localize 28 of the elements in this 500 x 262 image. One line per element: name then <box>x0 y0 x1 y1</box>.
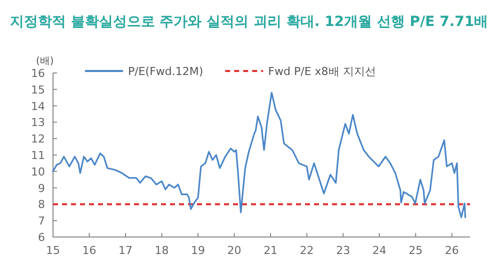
legend-label: P/E(Fwd.12M) <box>128 65 204 78</box>
y-tick-label: 9 <box>38 182 45 195</box>
x-tick-label: 26 <box>444 244 459 257</box>
y-tick-label: 8 <box>38 198 45 212</box>
x-tick-label: 20 <box>227 244 242 257</box>
y-tick-label: 12 <box>31 132 45 146</box>
y-tick-label: 6 <box>38 231 45 244</box>
chart-title: 지정학적 불확실성으로 주가와 실적의 괴리 확대. 12개월 선행 P/E 7.71배 <box>10 14 488 30</box>
y-tick-label: 10 <box>31 165 45 178</box>
x-tick-label: 23 <box>336 244 350 257</box>
legend-label: Fwd P/E x8배 지지선 <box>268 65 376 78</box>
x-tick-label: 16 <box>82 244 96 257</box>
x-tick-label: 22 <box>300 244 314 257</box>
x-tick-label: 24 <box>372 244 386 257</box>
y-tick-label: 13 <box>31 116 45 130</box>
line-series <box>52 92 466 218</box>
y-tick-label: 16 <box>31 67 45 80</box>
y-axis-title: (배) <box>36 56 54 67</box>
x-tick-label: 18 <box>154 244 169 257</box>
x-tick-label: 17 <box>118 244 133 257</box>
x-tick-label: 21 <box>264 244 278 257</box>
x-tick-label: 25 <box>408 244 423 257</box>
y-tick-label: 15 <box>31 83 45 96</box>
y-tick-label: 11 <box>31 149 45 162</box>
x-tick-label: 19 <box>191 244 206 257</box>
y-tick-label: 14 <box>31 100 45 113</box>
y-tick-label: 7 <box>38 214 45 228</box>
x-tick-label: 15 <box>46 244 60 257</box>
